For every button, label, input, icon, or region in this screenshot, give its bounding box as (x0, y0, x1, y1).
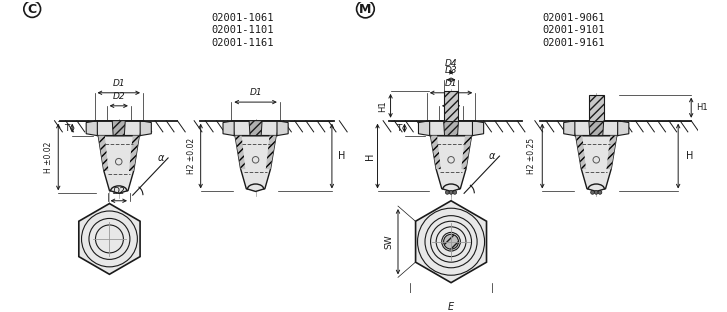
Polygon shape (266, 136, 276, 169)
Polygon shape (140, 121, 151, 136)
Text: 02001-1161: 02001-1161 (212, 37, 274, 47)
Polygon shape (473, 121, 483, 136)
Polygon shape (589, 95, 603, 121)
Text: 02001-1101: 02001-1101 (212, 25, 274, 36)
Circle shape (598, 191, 602, 194)
Text: H1: H1 (696, 103, 707, 112)
Polygon shape (563, 121, 575, 136)
Text: T: T (64, 124, 69, 133)
Text: 02001-1061: 02001-1061 (212, 13, 274, 23)
Circle shape (446, 191, 449, 194)
Polygon shape (462, 136, 472, 169)
Polygon shape (112, 121, 125, 139)
Polygon shape (606, 136, 616, 169)
Text: H: H (686, 151, 693, 161)
Polygon shape (572, 121, 620, 136)
Text: T: T (396, 124, 401, 133)
Polygon shape (87, 121, 97, 136)
Text: H2 ±0.25: H2 ±0.25 (526, 138, 536, 174)
Polygon shape (129, 136, 140, 171)
Text: E: E (448, 302, 454, 312)
Text: D1: D1 (445, 79, 457, 88)
Polygon shape (223, 121, 234, 136)
Polygon shape (98, 136, 140, 193)
Circle shape (453, 191, 457, 194)
Polygon shape (235, 136, 276, 192)
Polygon shape (112, 121, 125, 136)
Text: M: M (359, 2, 371, 16)
Text: D2: D2 (113, 92, 125, 101)
Text: α: α (158, 153, 164, 163)
Text: H: H (365, 152, 375, 160)
Text: D2: D2 (445, 92, 457, 101)
Text: D2: D2 (113, 187, 125, 196)
Polygon shape (589, 121, 603, 136)
Text: D4: D4 (445, 59, 457, 68)
Polygon shape (419, 121, 430, 136)
Text: H: H (339, 151, 346, 161)
Text: 02001-9101: 02001-9101 (542, 25, 605, 36)
Text: C: C (28, 2, 37, 16)
Polygon shape (430, 136, 441, 169)
Polygon shape (95, 121, 143, 136)
Polygon shape (231, 121, 280, 136)
Text: H2 ±0.02: H2 ±0.02 (187, 138, 196, 174)
Polygon shape (79, 203, 140, 274)
Text: D1: D1 (113, 79, 125, 88)
Text: 02001-9061: 02001-9061 (542, 13, 605, 23)
Polygon shape (416, 201, 486, 283)
Text: D1: D1 (249, 88, 262, 97)
Text: D3: D3 (445, 66, 457, 75)
Text: H ±0.02: H ±0.02 (44, 141, 54, 173)
Polygon shape (443, 91, 459, 121)
Polygon shape (249, 121, 262, 139)
Circle shape (449, 191, 453, 194)
Polygon shape (277, 121, 288, 136)
Polygon shape (576, 136, 616, 192)
Polygon shape (427, 121, 475, 136)
Text: H1: H1 (379, 100, 387, 112)
Circle shape (595, 191, 598, 194)
Polygon shape (249, 121, 262, 136)
Circle shape (590, 191, 595, 194)
Polygon shape (576, 136, 586, 169)
Polygon shape (98, 136, 108, 171)
Text: 02001-9161: 02001-9161 (542, 37, 605, 47)
Text: SW: SW (384, 234, 393, 249)
Polygon shape (618, 121, 629, 136)
Polygon shape (430, 136, 472, 192)
Polygon shape (443, 121, 459, 136)
Circle shape (443, 234, 459, 249)
Polygon shape (235, 136, 245, 169)
Text: α: α (489, 151, 495, 161)
